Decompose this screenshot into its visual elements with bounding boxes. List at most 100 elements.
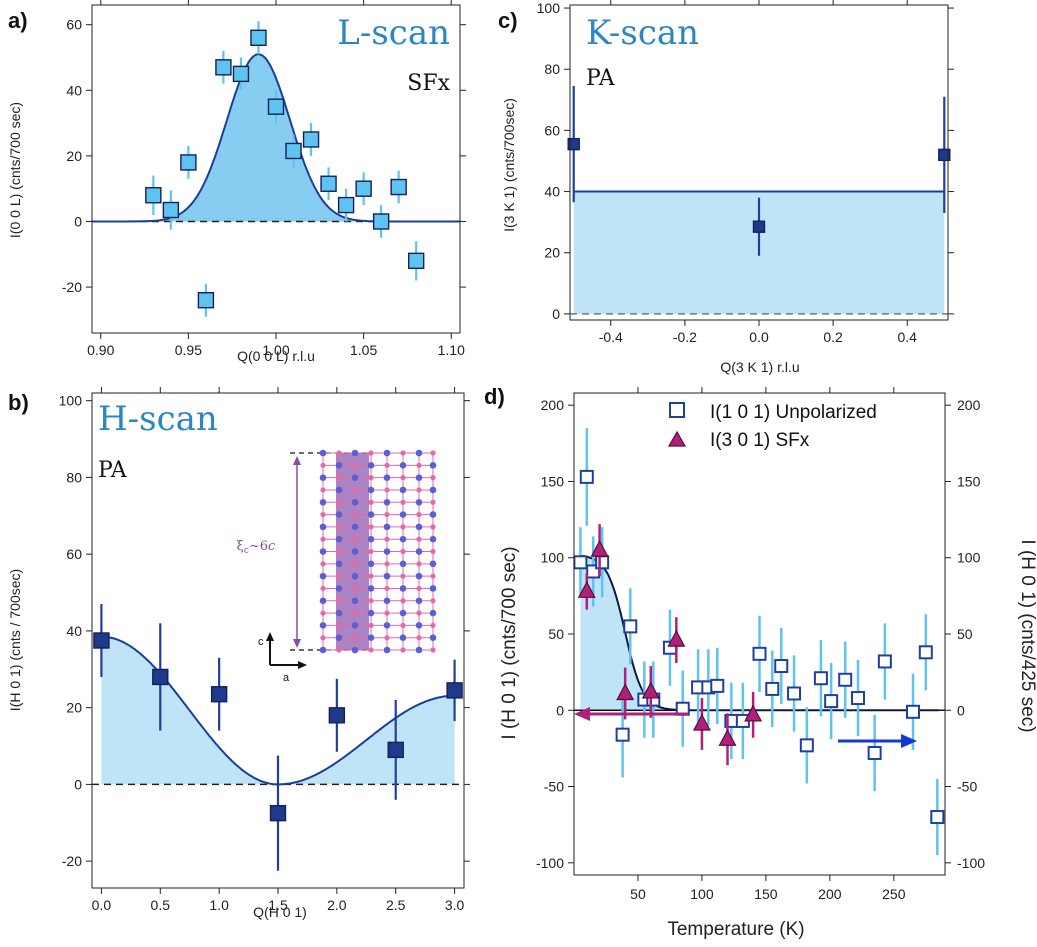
lattice-atom: [352, 585, 358, 592]
lattice-atom: [367, 535, 375, 543]
lattice-atom: [416, 536, 422, 542]
lattice-atom: [430, 475, 436, 481]
data-point-open-square: [851, 691, 866, 706]
data-point-open-square: [787, 686, 802, 701]
data-point-triangle: [577, 581, 596, 598]
lattice-atom: [320, 536, 326, 542]
y-tick-label: 0: [556, 702, 564, 718]
y-tick-label: 100: [541, 550, 565, 566]
lattice-atom: [368, 524, 374, 530]
panel-d-x-label: Temperature (K): [667, 919, 804, 940]
data-point-triangle: [590, 539, 609, 557]
lattice-atom: [400, 622, 406, 628]
data-point-open-square: [867, 745, 882, 760]
y-tick-label: 200: [541, 397, 565, 413]
lattice-atom: [415, 474, 423, 481]
lattice-atom: [352, 462, 358, 468]
y-tick-label: -20: [62, 853, 82, 869]
lattice-atom: [367, 560, 375, 568]
panel-d-fit-curve: [580, 554, 939, 712]
y-tick-label: 40: [66, 82, 82, 98]
y-tick-label: 50: [548, 626, 564, 642]
panel-b: b) 0.0 0.5 1.0 1.5 2.0 2.5 3.0 -20 0 20 40 60 80 100…: [7, 387, 470, 920]
lattice-atom: [336, 548, 342, 555]
lattice-atom: [399, 634, 407, 641]
lattice-atom: [384, 585, 390, 592]
lattice-atom: [319, 572, 327, 580]
data-point: [285, 142, 302, 160]
inset-axis-c-label: c: [258, 636, 264, 648]
data-point: [162, 201, 180, 219]
lattice-atom: [430, 548, 436, 555]
x-tick-label: 150: [754, 886, 778, 902]
lattice-atom: [399, 585, 407, 592]
data-point-open-square: [799, 738, 814, 753]
data-point: [250, 29, 267, 46]
data-point-triangle: [641, 681, 660, 699]
data-point-triangle: [616, 683, 635, 701]
lattice-atom: [399, 462, 407, 469]
lattice-atom: [368, 548, 374, 555]
x-tick-label: 1.0: [209, 897, 229, 913]
data-point-open-square: [930, 810, 945, 825]
lattice-atom: [367, 609, 375, 617]
inset-lattice-grid: [319, 449, 437, 654]
lattice-atom: [415, 622, 423, 629]
panel-a-y-ticks: -20 0 20 40 60: [62, 17, 466, 295]
data-point: [387, 741, 404, 759]
lattice-atom: [320, 585, 326, 592]
panel-d-left-axis-arrow: [574, 707, 688, 721]
lattice-atom: [416, 511, 422, 518]
legend-label-unpolarized: I(1 0 1) Unpolarized: [710, 402, 877, 423]
data-point: [93, 632, 110, 649]
y-tick-label: 60: [66, 17, 82, 33]
y-right-tick-label: 150: [957, 473, 981, 489]
data-point: [372, 213, 390, 230]
y-right-tick-label: 100: [957, 550, 981, 566]
data-point: [320, 175, 337, 192]
y-right-tick-label: 50: [957, 626, 973, 642]
lattice-atom: [368, 598, 374, 604]
fit-fill-area: [580, 555, 683, 711]
data-point-open-square: [710, 678, 725, 693]
x-tick-label: 0.5: [151, 897, 171, 913]
data-point: [232, 65, 250, 83]
y-tick-label: 150: [541, 473, 565, 489]
lattice-atom: [416, 561, 422, 567]
fit-fill-area: [92, 54, 460, 222]
lattice-atom: [352, 536, 358, 542]
lattice-atom: [430, 622, 436, 628]
lattice-atom: [336, 573, 342, 579]
panel-c-y-ticks: 0 20 40 60 80 100: [537, 0, 954, 322]
panel-b-x-label: Q(H 0 1): [253, 904, 307, 920]
lattice-atom: [319, 523, 327, 531]
lattice-atom: [384, 561, 390, 567]
data-point: [215, 59, 232, 76]
lattice-atom: [400, 647, 406, 653]
lattice-atom: [400, 524, 406, 530]
panel-d: d) 50 100 150 200 250 -100 -50 0 50 100 150 200 -1…: [484, 384, 1037, 940]
panel-a: a) 0.90 0.95 1.00 1.05 1.10 -20 0 20 40 60 L-sca…: [7, 0, 466, 364]
lattice-atom: [351, 597, 359, 605]
lattice-atom: [429, 634, 437, 641]
y-right-tick-label: 0: [957, 702, 965, 718]
lattice-atom: [400, 573, 406, 579]
lattice-inset: ξc~6c c a: [237, 449, 437, 684]
x-tick-label: 100: [690, 886, 714, 902]
y-tick-label: -20: [62, 279, 82, 295]
lattice-atom: [415, 498, 423, 506]
panel-a-points: [145, 21, 425, 317]
data-point: [390, 178, 407, 196]
panel-d-y-label-left: I (H 0 1) (cnts/700 sec): [499, 546, 520, 739]
lattice-atom: [319, 597, 327, 605]
lattice-atom: [368, 573, 374, 579]
lattice-atom: [319, 548, 327, 555]
lattice-atom: [368, 647, 374, 653]
x-tick-label: 0.0: [749, 329, 769, 345]
lattice-atom: [429, 585, 437, 592]
data-point: [269, 804, 287, 822]
lattice-atom: [400, 475, 406, 481]
y-tick-label: 40: [66, 623, 82, 639]
inset-arrow-head-down: [293, 639, 301, 648]
y-tick-label: 20: [66, 700, 82, 716]
